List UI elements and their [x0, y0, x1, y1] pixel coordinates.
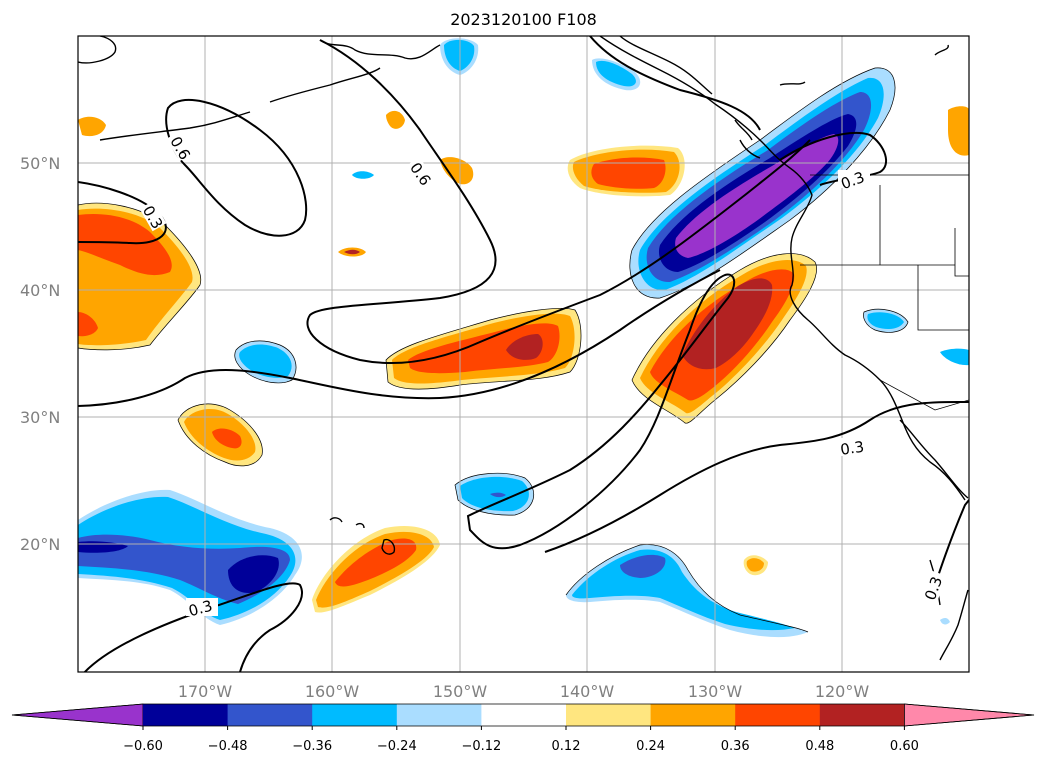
lat-label: 40°N [20, 281, 60, 300]
gridlines [78, 36, 969, 672]
map-frame [77, 35, 970, 673]
lon-label: 120°W [815, 682, 870, 701]
colorbar-tick-label: −0.24 [377, 739, 417, 754]
lon-label: 130°W [688, 682, 743, 701]
colorbar-tick-label: −0.48 [208, 739, 248, 754]
shading-layer [78, 38, 969, 638]
state-borders [800, 174, 969, 411]
colorbar-segment [227, 704, 313, 726]
lon-label: 150°W [433, 682, 488, 701]
colorbar-tick-label: 0.36 [721, 739, 750, 754]
colorbar-extend-high [904, 703, 1035, 727]
colorbar-segment [481, 704, 567, 726]
lat-label: 50°N [20, 154, 60, 173]
colorbar-tick-label: −0.60 [123, 739, 163, 754]
colorbar-segment [312, 704, 398, 726]
coastlines [78, 36, 969, 661]
colorbar-extend-low [11, 703, 144, 727]
contour-label: 0.3 [187, 597, 215, 621]
latitude-labels: 50°N 40°N 30°N 20°N [20, 154, 60, 554]
colorbar-segment [566, 704, 652, 726]
colorbar-tick-label: 0.48 [805, 739, 834, 754]
lon-label: 170°W [178, 682, 233, 701]
colorbar-tick-label: 0.12 [552, 739, 581, 754]
colorbar-tick-label: 0.60 [890, 739, 919, 754]
colorbar-segment [396, 704, 482, 726]
lat-label: 20°N [20, 535, 60, 554]
map-title: 2023120100 F108 [450, 10, 597, 29]
colorbar-segment [650, 704, 736, 726]
colorbar-tick-label: 0.24 [636, 739, 665, 754]
lon-label: 140°W [560, 682, 615, 701]
shading-outlines [78, 67, 909, 633]
lon-label: 160°W [305, 682, 360, 701]
colorbar-tick-label: −0.36 [292, 739, 332, 754]
colorbar-segment [819, 704, 905, 726]
colorbar-segment [735, 704, 821, 726]
colorbar-tick-label: −0.12 [461, 739, 501, 754]
lat-label: 30°N [20, 408, 60, 427]
colorbar: −0.60 −0.48 −0.36 −0.24 −0.12 0.12 0.24 0.36 0.4… [11, 703, 1035, 754]
contour-lines [78, 36, 969, 672]
contour-label: 0.3 [839, 438, 865, 459]
longitude-labels: 170°W 160°W 150°W 140°W 130°W 120°W [178, 682, 870, 701]
colorbar-segment [143, 704, 229, 726]
